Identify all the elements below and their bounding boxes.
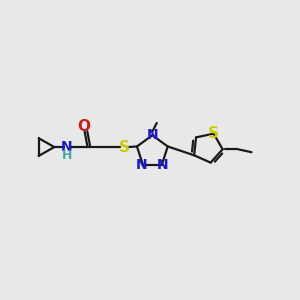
- Text: O: O: [77, 119, 90, 134]
- Text: N: N: [61, 140, 73, 154]
- Text: S: S: [208, 126, 219, 141]
- Text: N: N: [157, 158, 169, 172]
- Text: N: N: [136, 158, 148, 172]
- Text: N: N: [146, 128, 158, 142]
- Text: S: S: [118, 140, 130, 154]
- Text: H: H: [62, 149, 72, 162]
